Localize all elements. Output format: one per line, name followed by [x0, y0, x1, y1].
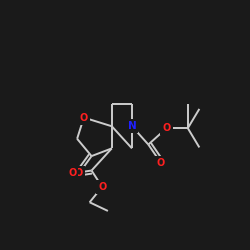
Text: N: N [128, 121, 136, 131]
Text: O: O [162, 123, 171, 133]
Text: O: O [68, 168, 76, 178]
Text: O: O [157, 158, 165, 168]
Text: O: O [75, 168, 83, 178]
Text: O: O [80, 112, 88, 122]
Text: O: O [98, 182, 106, 192]
